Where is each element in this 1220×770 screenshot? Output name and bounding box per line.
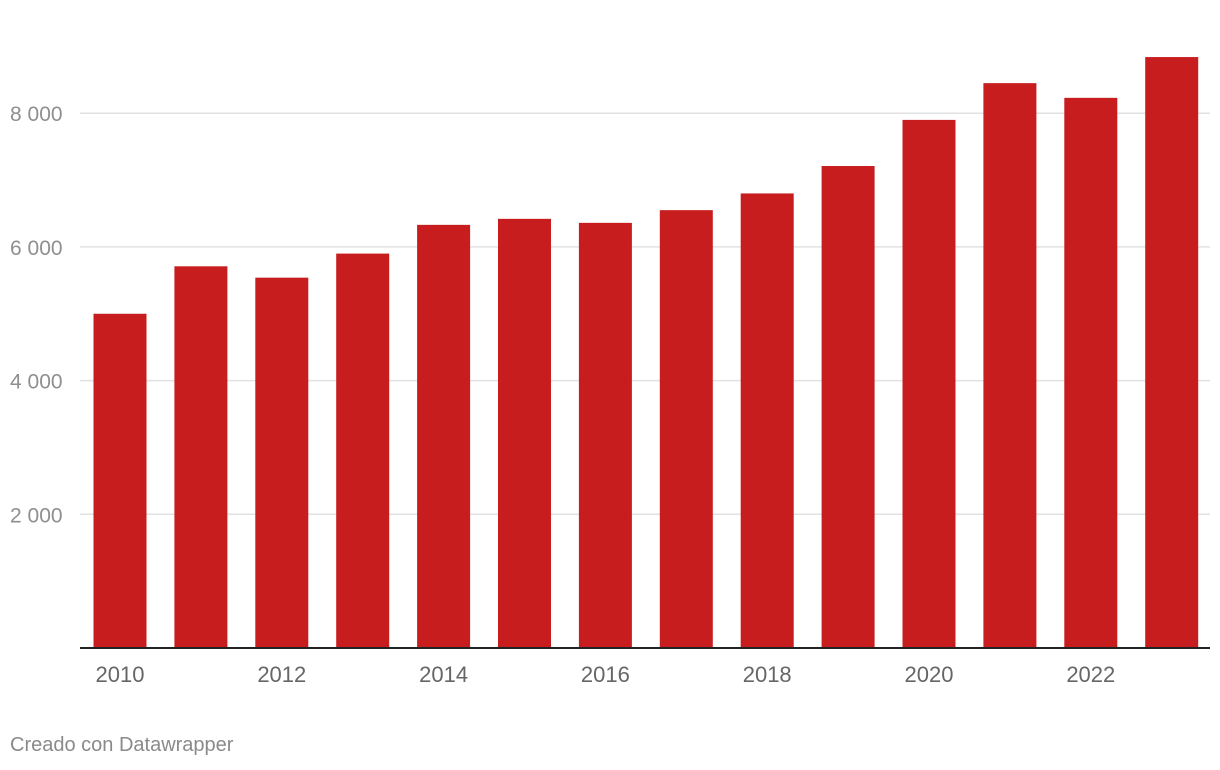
x-tick-label: 2018 <box>743 662 792 687</box>
bar-2011 <box>174 266 228 648</box>
bar-2017 <box>659 210 713 649</box>
bar-2010 <box>93 313 147 648</box>
y-tick-label: 8 000 <box>10 103 63 126</box>
bar-2022 <box>1064 97 1118 648</box>
y-tick-label: 6 000 <box>10 237 63 260</box>
bar-2012 <box>255 277 309 648</box>
gridlines <box>80 112 1210 516</box>
x-tick-label: 2014 <box>419 662 468 687</box>
x-tick-label: 2012 <box>257 662 306 687</box>
y-axis-ticks: 2 000 4 000 6 000 8 000 <box>10 103 63 527</box>
bar-2020 <box>902 119 956 649</box>
bar-2018 <box>740 193 794 648</box>
credit-text: Creado con Datawrapper <box>10 734 234 756</box>
bar-2016 <box>578 222 632 648</box>
bar-2019 <box>821 166 875 649</box>
bar-2013 <box>336 253 390 648</box>
bar-2023 <box>1145 57 1199 649</box>
bars <box>93 57 1199 649</box>
x-tick-label: 2020 <box>905 662 954 687</box>
x-tick-label: 2010 <box>96 662 145 687</box>
x-tick-label: 2022 <box>1066 662 1115 687</box>
x-axis-ticks: 2010 2012 2014 2016 2018 2020 2022 <box>96 662 1116 687</box>
y-tick-label: 2 000 <box>10 504 63 527</box>
bar-2021 <box>983 83 1037 649</box>
x-tick-label: 2016 <box>581 662 630 687</box>
bar-2014 <box>417 224 471 648</box>
y-tick-label: 4 000 <box>10 371 63 394</box>
bar-2015 <box>498 218 551 648</box>
